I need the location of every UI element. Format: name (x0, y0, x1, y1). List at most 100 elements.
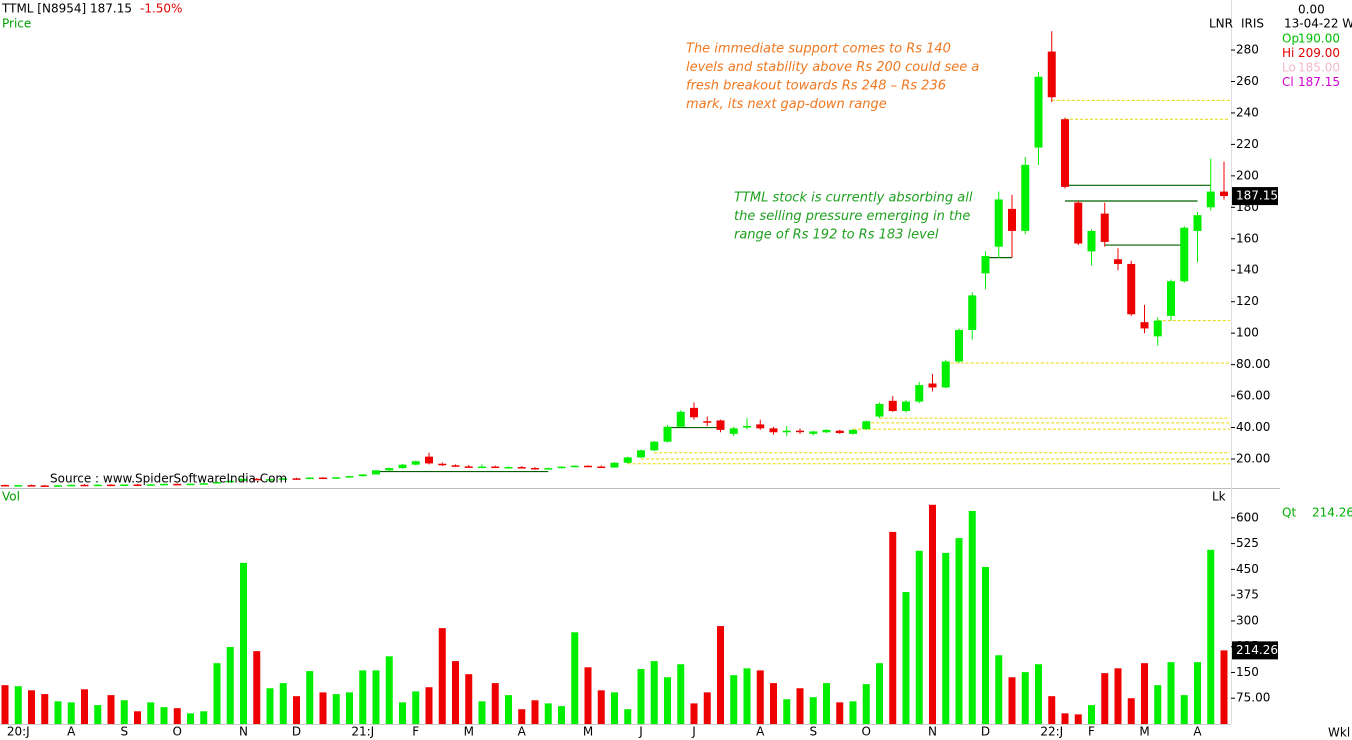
x-tick-label: N (928, 725, 937, 739)
volume-tick-label: 300 (1236, 613, 1259, 627)
candle-body (835, 430, 844, 434)
x-tick-label: A (518, 725, 527, 739)
candle-body (862, 421, 871, 430)
candle-body (93, 484, 102, 487)
volume-badge-label: 214.26 (1236, 643, 1278, 657)
annotation: levels and stability above Rs 200 could … (686, 60, 979, 75)
volume-bar (518, 709, 526, 724)
volume-bar (1207, 549, 1215, 724)
candle-body (411, 461, 420, 465)
volume-bar (41, 694, 49, 724)
candle-body (610, 462, 619, 468)
candle-body (981, 256, 990, 274)
candle-body (504, 467, 513, 469)
candle-body (531, 467, 539, 470)
volume-bar (359, 670, 367, 724)
candle-body (199, 483, 208, 485)
volume-bar (637, 669, 645, 724)
volume-bar (849, 701, 857, 724)
volume-bar (1088, 705, 1095, 724)
volume-bar (452, 661, 459, 724)
candle-body (1047, 51, 1056, 98)
candle-body (544, 468, 553, 470)
volume-bar (571, 632, 579, 724)
y-tick-label: 60.00 (1236, 389, 1270, 403)
volume-bar (796, 688, 804, 724)
volume-bar (120, 700, 128, 724)
volume-bar (412, 691, 420, 724)
symbol: TTML [N8954] (1, 2, 86, 16)
x-tick-label: S (809, 725, 817, 739)
volume-bar (1220, 650, 1228, 724)
candle-body (252, 478, 261, 481)
marks (1, 31, 1230, 724)
candle-body (14, 485, 23, 487)
candle-body (425, 456, 433, 464)
x-tick-label: M (583, 725, 593, 739)
candle-body (915, 385, 924, 402)
candle-body (239, 478, 248, 481)
volume-bar (346, 692, 353, 724)
volume-bar (1048, 696, 1056, 724)
volume-tick-label: 150 (1236, 665, 1259, 679)
candle-body (557, 466, 566, 469)
volume-bar (584, 667, 592, 724)
x-tick-label: J (691, 725, 696, 739)
candle-body (822, 429, 831, 433)
volume-bar (28, 690, 35, 724)
y-tick-label: 100 (1236, 326, 1259, 340)
candle-body (120, 484, 129, 486)
candle-body (1180, 227, 1189, 282)
candle-body (438, 463, 447, 466)
candle-body (146, 484, 155, 486)
volume-bar (438, 628, 446, 724)
lnr: LNR (1209, 17, 1233, 31)
volume-bar (915, 550, 923, 724)
volume-bar (505, 695, 512, 724)
candle-body (1153, 320, 1162, 337)
volume-bar (889, 531, 897, 724)
volume-bar (226, 647, 234, 724)
candle-body (676, 411, 685, 427)
volume-bar (425, 687, 433, 724)
x-tick-label: O (173, 725, 182, 739)
volume-bar (67, 702, 75, 724)
candle-body (345, 476, 354, 478)
candle-body (1220, 191, 1228, 197)
volume-bar (1035, 664, 1042, 724)
info-label: Cl (1282, 75, 1294, 89)
volume-bar (823, 683, 830, 724)
candle-body (716, 420, 725, 430)
volume-bar (995, 655, 1003, 724)
annotation: mark, its next gap-down range (686, 97, 887, 112)
volume-bar (1008, 677, 1016, 724)
volume-unit: Lk (1212, 490, 1226, 504)
candle-body (928, 383, 937, 388)
volume-tick-label: 450 (1236, 562, 1259, 576)
volume-bar (1154, 685, 1162, 724)
candle-body (941, 361, 950, 388)
candle-body (650, 441, 659, 451)
volume-bar (306, 671, 314, 724)
volume-bar (929, 504, 936, 724)
volume-bar (253, 651, 261, 724)
candle-body (67, 484, 76, 487)
candle-body (663, 426, 672, 442)
volume-bar (942, 552, 950, 724)
candle-body (398, 464, 407, 469)
y-tick-label: 140 (1236, 263, 1259, 277)
volume-bar (1114, 668, 1122, 724)
x-tick-label: A (756, 725, 765, 739)
candle-body (451, 465, 460, 467)
volume-bar (783, 699, 791, 724)
candle-body (703, 421, 712, 423)
info-value: 187.15 (1298, 75, 1340, 89)
info-label: Hi (1282, 46, 1294, 60)
timeframe: Wkl (1328, 726, 1350, 740)
volume-bar (836, 702, 844, 724)
candle-body (623, 457, 632, 463)
x-tick-label: D (292, 725, 301, 739)
candle-body (160, 483, 168, 486)
volume-tick-label: 375 (1236, 588, 1259, 602)
candle-body (80, 484, 89, 487)
